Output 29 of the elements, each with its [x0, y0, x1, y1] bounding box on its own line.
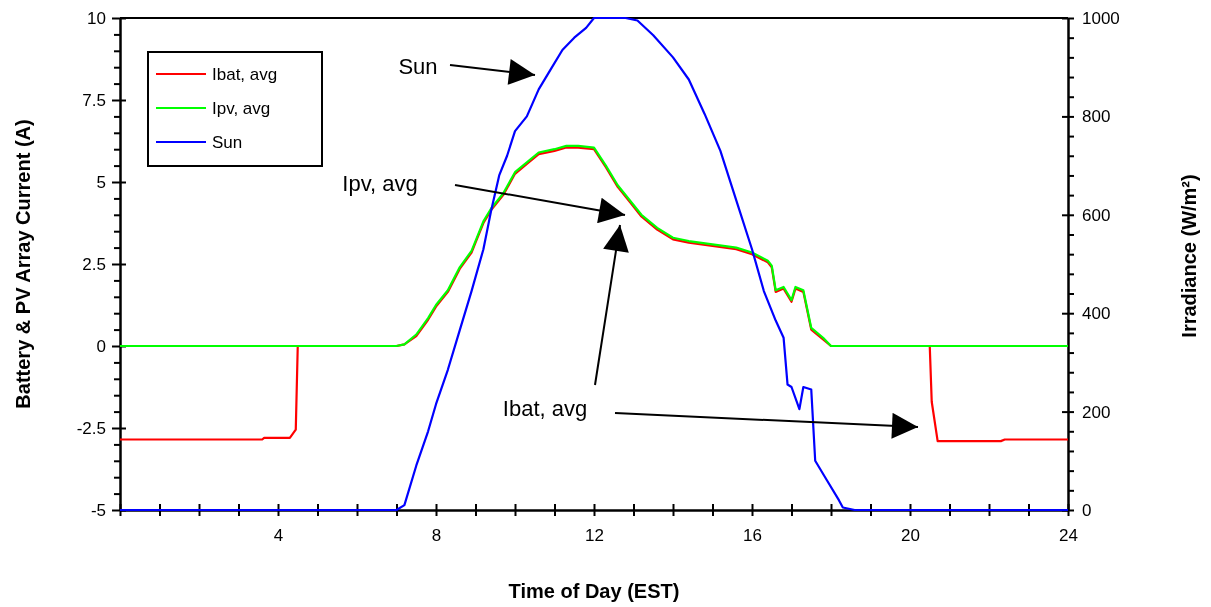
legend-label: Ibat, avg — [212, 65, 278, 84]
x-tick-label: 8 — [431, 526, 442, 546]
y-tick-label: 7.5 — [82, 90, 106, 110]
y2-axis-title: Irradiance (W/m²) — [1178, 174, 1200, 338]
x-tick-label: 20 — [901, 526, 920, 546]
y2-tick-label: 200 — [1082, 402, 1111, 422]
y-tick-label: -5 — [90, 500, 106, 520]
y-tick-label: 5 — [96, 172, 106, 192]
y-tick-label: 10 — [87, 8, 106, 28]
y2-tick-label: 800 — [1082, 107, 1111, 127]
y2-tick-label: 0 — [1082, 500, 1092, 520]
legend-label: Ipv, avg — [212, 99, 271, 118]
annotation: Ibat, avg — [502, 395, 588, 421]
x-tick-label: 24 — [1059, 526, 1078, 546]
y2-tick-label: 400 — [1082, 304, 1111, 324]
annotation: Ipv, avg — [342, 170, 418, 196]
y-tick-label: 0 — [96, 336, 106, 356]
x-tick-label: 12 — [585, 526, 604, 546]
y-tick-label: 2.5 — [82, 254, 106, 274]
x-axis-title: Time of Day (EST) — [508, 580, 680, 602]
y2-tick-label: 1000 — [1082, 8, 1120, 28]
annotation: Sun — [398, 53, 438, 79]
y-tick-label: -2.5 — [76, 418, 106, 438]
y2-tick-label: 600 — [1082, 205, 1111, 225]
legend-label: Sun — [212, 133, 243, 152]
y-axis-title: Battery & PV Array Current (A) — [12, 119, 34, 409]
line-series — [118, 16, 1070, 512]
x-tick-label: 16 — [743, 526, 762, 546]
x-tick-label: 4 — [273, 526, 284, 546]
